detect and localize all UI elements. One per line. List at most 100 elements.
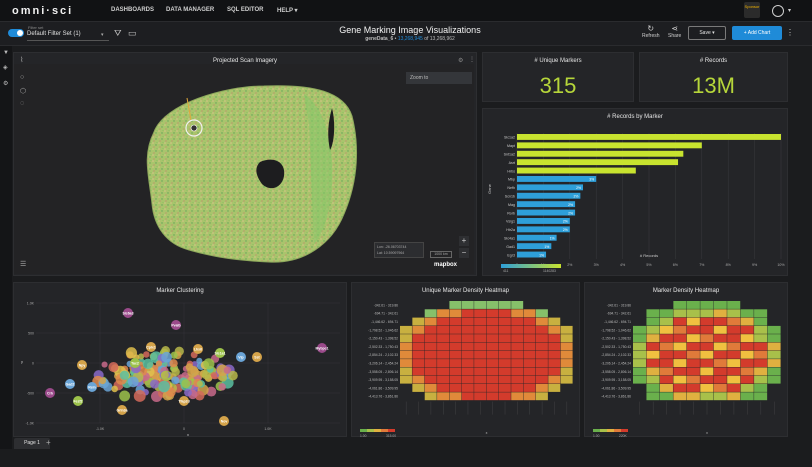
labelled-point (317, 343, 327, 353)
lasso-tool-icon[interactable]: ⌇ (20, 57, 24, 64)
heatmap-cell (633, 342, 647, 351)
more-options-icon[interactable]: ⋮ (469, 57, 475, 63)
heatmap-cell (486, 317, 499, 326)
heatmap-cell (449, 359, 462, 367)
heatmap-cell (700, 309, 714, 318)
heatmap-cell (523, 317, 536, 326)
save-button[interactable]: Save ▾ (688, 26, 726, 40)
scan-map[interactable] (14, 64, 474, 274)
category-label: Gad1 (506, 245, 515, 249)
heatmap-cell (535, 350, 548, 359)
category-label: Mapt (507, 144, 515, 148)
add-page-button[interactable]: + (46, 438, 51, 447)
records-bar-chart[interactable]: 01%2%3%4%5%6%7%8%9%10%Slc1a2MaptSnt1a2As… (483, 109, 789, 277)
comment-tool-icon[interactable]: ◌ (20, 100, 25, 107)
zoom-out-button[interactable]: − (459, 248, 469, 258)
user-icon[interactable] (772, 5, 784, 17)
heatmap-cell (412, 375, 425, 384)
heatmap-cell (727, 317, 741, 326)
legend-swatch (360, 429, 367, 432)
layers-icon[interactable]: ◈ (3, 65, 8, 71)
heatmap-cell (474, 301, 487, 309)
data-label: 2% (576, 186, 581, 190)
cluster-point (169, 359, 178, 368)
data-label: 1% (550, 237, 555, 241)
marker-density-heatmap[interactable]: -342.61 - 319.86 -694.71 - 342.61 -1,446.6… (585, 283, 789, 438)
chevron-down-icon[interactable]: ▾ (101, 32, 104, 38)
lon-readout: Lon: -26.06703744 (377, 245, 407, 249)
settings-icon[interactable]: ⚙ (3, 81, 9, 87)
zoom-in-button[interactable]: + (459, 236, 469, 246)
legend-swatch (614, 429, 621, 432)
page-tab-bar: Page 1 + (12, 437, 812, 449)
bar (517, 150, 684, 157)
heatmap-cell (673, 375, 687, 384)
heatmap-cell (449, 334, 462, 343)
heatmap-cell (486, 392, 499, 401)
tab-page-1[interactable]: Page 1 (14, 438, 50, 449)
heatmap-cell (646, 334, 660, 343)
unique-density-heatmap[interactable]: -342.61 - 319.86 -694.71 - 342.61 -1,446.6… (352, 283, 581, 438)
heatmap-cell (700, 384, 714, 392)
heatmap-cell (727, 309, 741, 318)
chevron-down-icon[interactable]: ▾ (788, 8, 792, 14)
heatmap-cell (633, 350, 647, 359)
heatmap-cell (713, 392, 727, 401)
lat-readout: Lat: 10.59097964 (377, 251, 405, 255)
y-tick-label: -3,558.05 - 2,806.14 (601, 370, 631, 374)
refresh-button[interactable]: ↻ Refresh (642, 25, 660, 40)
heatmap-cell (535, 359, 548, 367)
heatmap-cell (511, 309, 524, 318)
annotation-icon[interactable]: ▭ (128, 28, 137, 38)
heatmap-cell (535, 367, 548, 376)
cluster-point (108, 361, 119, 373)
circle-tool-icon[interactable]: ○ (20, 74, 25, 81)
labelled-point (236, 352, 246, 362)
labelled-point (117, 405, 127, 415)
x-tick-label: 1.0K (264, 427, 272, 431)
heatmap-cell (400, 367, 412, 376)
heatmap-cell (437, 325, 450, 334)
heatmap-cell (727, 334, 741, 343)
heatmap-cell (449, 350, 462, 359)
filter-set-label: Filter set (28, 25, 44, 30)
sponsor-badge[interactable]: Sponsor (744, 2, 760, 18)
gear-icon[interactable]: ⚙ (458, 58, 464, 64)
y-tick-label: -2,854.24 - 2,102.33 (601, 353, 631, 357)
nav-help[interactable]: HELP ▾ (277, 8, 298, 14)
heatmap-cell (437, 309, 450, 318)
dashboard-title[interactable]: Gene Marking Image Visualizations (339, 25, 481, 35)
heatmap-cell (437, 334, 450, 343)
y-tick-label: -4,413.76 - 3,861.86 (368, 395, 398, 399)
data-label: 2% (568, 203, 573, 207)
heatmap-cell (646, 375, 660, 384)
omnisci-logo[interactable]: omni·sci (12, 5, 74, 17)
polygon-tool-icon[interactable]: ⬡ (20, 88, 27, 95)
zoom-to-input[interactable]: Zoom to (406, 72, 472, 84)
filter-set-select[interactable]: Default Filter Set (1) (27, 31, 109, 41)
cluster-point (133, 389, 146, 402)
filter-icon[interactable]: ⛛ (114, 28, 122, 38)
legend-swatch (600, 429, 607, 432)
share-label: Share (668, 33, 682, 39)
more-options-icon[interactable]: ⋮ (786, 28, 794, 37)
heatmap-cell (646, 392, 660, 401)
cluster-point (203, 358, 215, 370)
point-label: Nov (221, 419, 228, 423)
filter-toggle[interactable] (8, 29, 24, 37)
heatmap-cell (754, 392, 768, 401)
nav-data-manager[interactable]: DATA MANAGER (166, 7, 215, 13)
heatmap-cell (754, 350, 768, 359)
category-label: Vsig1 (506, 220, 515, 224)
filter-funnel-icon[interactable]: ▼ (3, 50, 9, 56)
heatmap-cell (548, 325, 561, 334)
nav-sql-editor[interactable]: SQL EDITOR (227, 7, 264, 13)
legend-swatch (374, 429, 381, 432)
point-label: Gad2 (66, 382, 75, 386)
list-icon[interactable]: ☰ (20, 261, 27, 268)
heatmap-cell (767, 325, 781, 334)
share-button[interactable]: ⋖ Share (668, 25, 682, 40)
clustering-scatter-plot[interactable]: 1.0K 500 0 -500 -1.0K -1.0K 0 1.0K x y Slc6a3 Pvalb… (14, 283, 348, 438)
add-chart-button[interactable]: + Add Chart (732, 26, 782, 40)
nav-dashboards[interactable]: DASHBOARDS (111, 7, 155, 13)
